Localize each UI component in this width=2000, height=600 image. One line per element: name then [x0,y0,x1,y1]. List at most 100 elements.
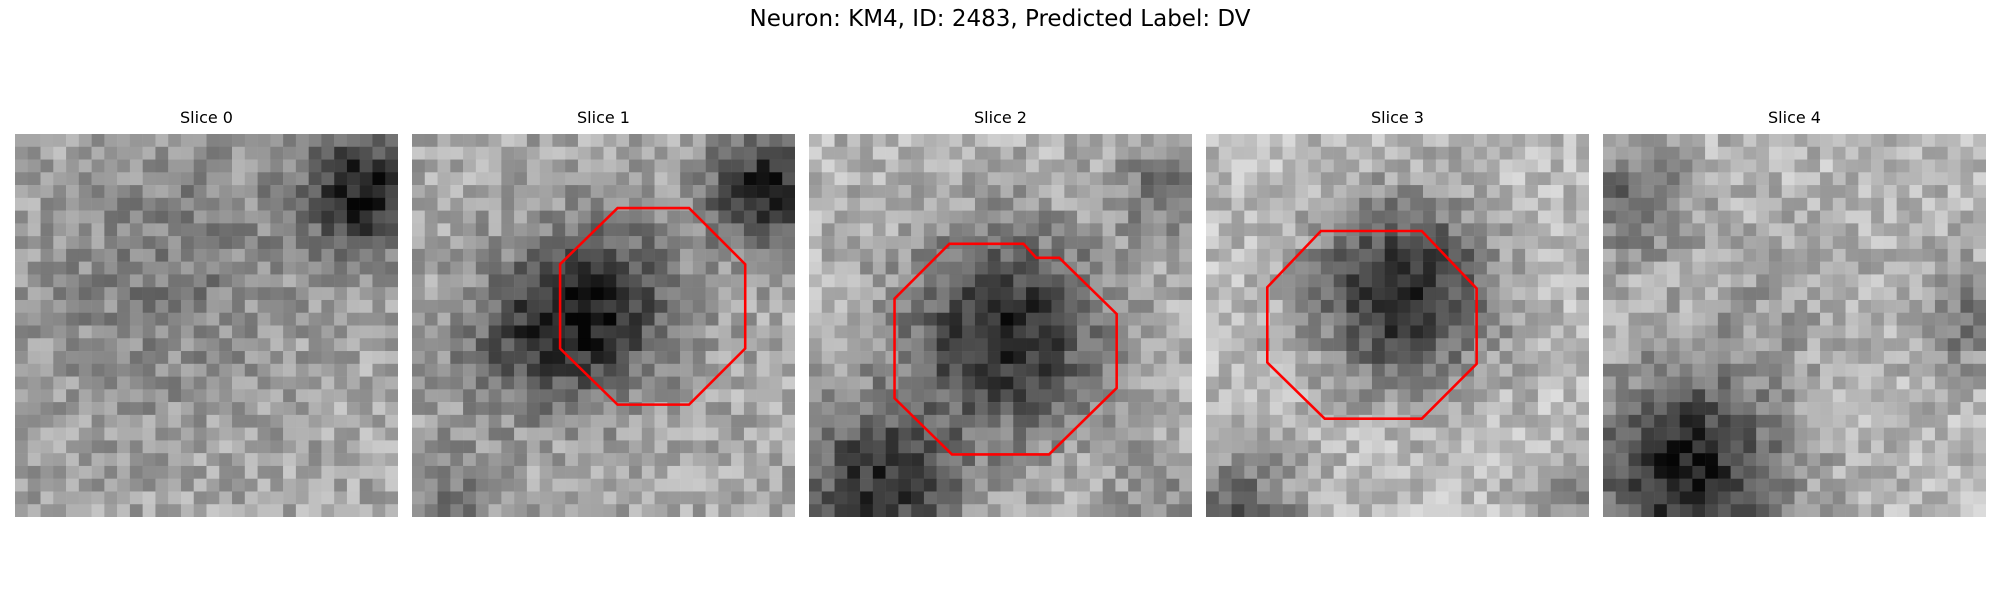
pixel-cell [782,478,795,492]
pixel-cell [295,134,309,148]
pixel-cell [1679,338,1693,352]
pixel-cell [692,325,706,339]
pixel-cell [1218,312,1232,326]
pixel-cell [463,287,477,301]
pixel-cell [654,172,668,186]
pixel-cell [782,185,795,199]
pixel-cell [437,325,451,339]
pixel-cell [974,389,988,403]
pixel-cell [1371,312,1385,326]
pixel-cell [412,440,426,454]
pixel-cell [1666,134,1680,148]
pixel-cell [412,402,426,416]
pixel-cell [1026,325,1040,339]
pixel-cell [1550,146,1564,160]
pixel-cell [603,325,617,339]
pixel-cell [1089,338,1103,352]
pixel-cell [27,389,41,403]
pixel-cell [1448,414,1462,428]
pixel-cell [1858,363,1872,377]
pixel-cell [450,185,464,199]
pixel-cell [692,134,706,148]
pixel-cell [1537,504,1551,517]
pixel-cell [743,414,757,428]
pixel-cell [1257,504,1271,517]
pixel-cell [1486,363,1500,377]
pixel-cell [616,491,630,505]
pixel-cell [1013,504,1027,517]
pixel-cell [847,159,861,173]
pixel-cell [219,402,233,416]
pixel-cell [91,185,105,199]
pixel-cell [180,402,194,416]
pixel-cell [1576,491,1589,505]
pixel-cell [206,338,220,352]
pixel-cell [1077,248,1091,262]
pixel-cell [1654,478,1668,492]
pixel-cell [257,453,271,467]
pixel-cell [450,299,464,313]
pixel-cell [142,248,156,262]
pixel-cell [860,402,874,416]
pixel-cell [321,402,335,416]
pixel-cell [219,325,233,339]
pixel-cell [1346,146,1360,160]
pixel-cell [1089,236,1103,250]
pixel-cell [1077,363,1091,377]
pixel-cell [1153,287,1167,301]
pixel-cell [834,414,848,428]
pixel-cell [692,236,706,250]
pixel-cell [1743,338,1757,352]
pixel-cell [1947,236,1961,250]
pixel-cell [1832,402,1846,416]
pixel-cell [1089,491,1103,505]
pixel-cell [1705,185,1719,199]
pixel-cell [1102,248,1116,262]
pixel-cell [359,312,373,326]
pixel-cell [718,210,732,224]
pixel-cell [1743,376,1757,390]
pixel-cell [1077,159,1091,173]
pixel-cell [1871,465,1885,479]
pixel-cell [1947,465,1961,479]
pixel-cell [1359,478,1373,492]
pixel-cell [1435,338,1449,352]
pixel-cell [359,134,373,148]
pixel-cell [1628,389,1642,403]
pixel-cell [155,223,169,237]
pixel-cell [1397,351,1411,365]
pixel-cell [769,478,783,492]
pixel-cell [206,325,220,339]
pixel-cell [885,172,899,186]
pixel-cell [1743,287,1757,301]
pixel-cell [308,440,322,454]
pixel-cell [270,351,284,365]
pixel-cell [923,504,937,517]
pixel-cell [1537,414,1551,428]
pixel-cell [1973,363,1986,377]
pixel-cell [27,223,41,237]
pixel-cell [1333,287,1347,301]
pixel-cell [1128,274,1142,288]
pixel-cell [1064,185,1078,199]
pixel-cell [1871,325,1885,339]
pixel-cell [1666,440,1680,454]
pixel-cell [1000,504,1014,517]
pixel-cell [1603,325,1617,339]
pixel-cell [1576,197,1589,211]
pixel-cell [743,223,757,237]
pixel-cell [1206,185,1220,199]
pixel-cell [1934,146,1948,160]
pixel-cell [1807,134,1821,148]
pixel-cell [270,504,284,517]
pixel-cell [1692,402,1706,416]
pixel-cell [412,159,426,173]
pixel-cell [1692,491,1706,505]
pixel-cell [1537,427,1551,441]
pixel-cell [1384,338,1398,352]
pixel-cell [104,363,118,377]
pixel-cell [1794,504,1808,517]
pixel-cell [1781,223,1795,237]
pixel-cell [295,453,309,467]
pixel-cell [321,338,335,352]
